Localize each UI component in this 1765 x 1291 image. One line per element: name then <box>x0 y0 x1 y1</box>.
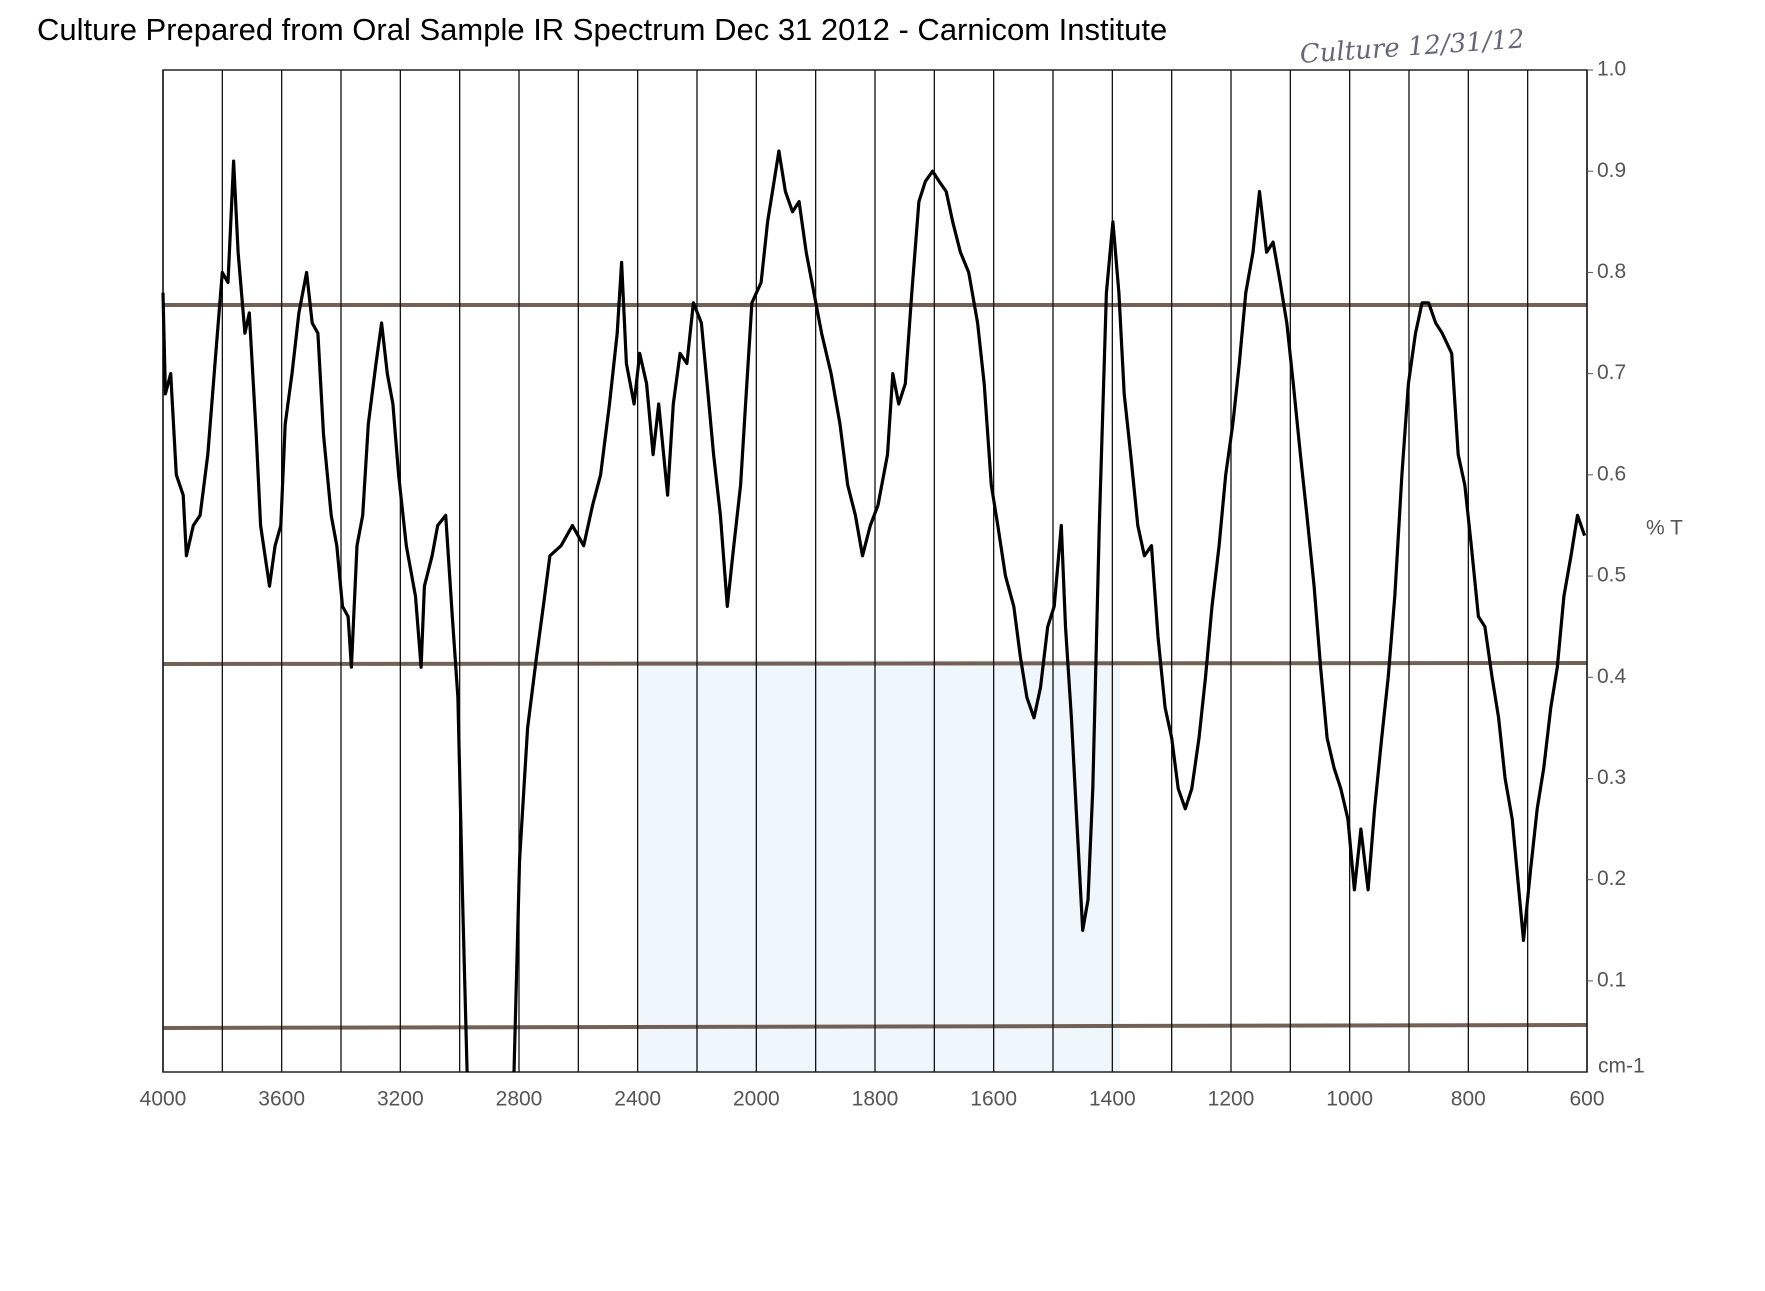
scan-tint <box>640 660 1120 1072</box>
y-axis-label: % T <box>1646 517 1683 540</box>
x-tick-label: 1600 <box>970 1088 1017 1111</box>
x-tick-label: 1800 <box>852 1088 899 1111</box>
y-tick-label: 1.0 <box>1597 58 1626 81</box>
x-tick-label: 2800 <box>496 1088 543 1111</box>
y-tick-label: 0.2 <box>1597 867 1626 890</box>
y-tick-label: 0.1 <box>1597 968 1626 991</box>
x-tick-label: 1000 <box>1326 1088 1373 1111</box>
x-axis-label: cm-1 <box>1598 1055 1645 1078</box>
x-tick-label: 3600 <box>258 1088 305 1111</box>
x-tick-label: 2400 <box>614 1088 661 1111</box>
x-tick-label: 2000 <box>733 1088 780 1111</box>
y-tick-label: 0.6 <box>1597 462 1626 485</box>
spectrum-line <box>161 149 1587 1073</box>
x-tick-label: 1200 <box>1208 1088 1255 1111</box>
y-tick-label: 0.5 <box>1597 564 1626 587</box>
y-tick-label: 0.8 <box>1597 260 1626 283</box>
x-tick-label: 1400 <box>1089 1088 1136 1111</box>
x-tick-label: 3200 <box>377 1088 424 1111</box>
x-tick-label: 600 <box>1569 1088 1604 1111</box>
y-tick-label: 0.9 <box>1597 159 1626 182</box>
y-tick-label: 0.7 <box>1597 361 1626 384</box>
y-tick-label: 0.3 <box>1597 766 1626 789</box>
y-tick-label: 0.4 <box>1597 665 1627 688</box>
x-tick-label: 800 <box>1451 1088 1486 1111</box>
x-tick-label: 4000 <box>140 1088 187 1111</box>
handwritten-note: Culture 12/31/12 <box>1299 24 1526 70</box>
chart-title: Culture Prepared from Oral Sample IR Spe… <box>37 12 1167 47</box>
